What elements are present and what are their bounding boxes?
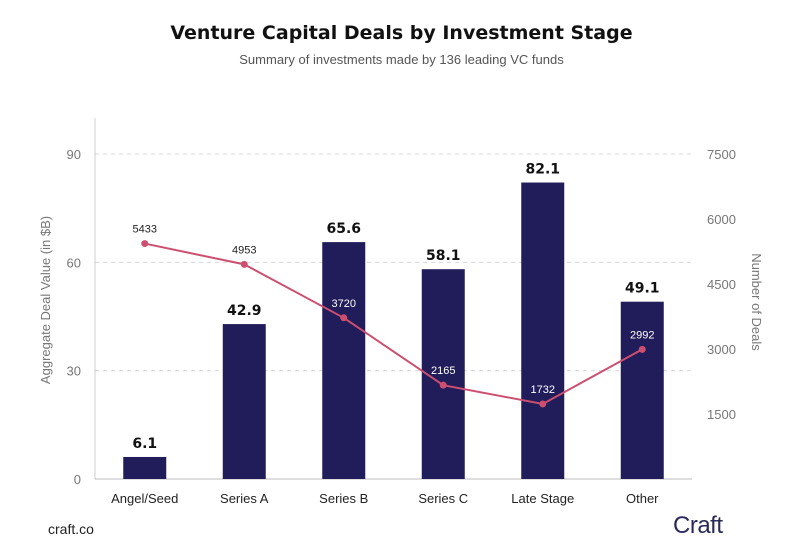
bar [620,301,664,479]
bar-value-label: 49.1 [625,281,660,297]
y2-axis-title: Number of Deals [749,253,764,351]
chart-title: Venture Capital Deals by Investment Stag… [170,22,633,44]
deals-point [539,400,547,408]
deals-value-label: 4953 [232,244,256,256]
bar [421,269,465,479]
deals-value-label: 2165 [431,365,455,377]
deals-value-label: 1732 [531,384,555,396]
y-axis-title: Aggregate Deal Value (in $B) [38,216,53,384]
deals-point [240,260,248,268]
bar-value-label: 82.1 [525,162,560,178]
bar [123,456,167,479]
bar-value-label: 6.1 [132,436,157,452]
deals-point [141,240,149,248]
x-tick-label: Late Stage [511,491,574,506]
deals-point [439,381,447,389]
y2-tick-label: 7500 [707,147,736,162]
source-label: craft.co [48,521,94,537]
bar [521,182,565,479]
y2-tick-label: 3000 [707,342,736,357]
y2-tick-label: 1500 [707,407,736,422]
deals-value-label: 2992 [630,329,654,341]
deals-value-label: 5433 [133,224,157,236]
deals-point [340,314,348,322]
deals-point [638,345,646,353]
x-tick-label: Series A [220,491,269,506]
bar-value-label: 42.9 [227,303,262,319]
craft-logo: Craft [673,512,723,539]
bar [222,324,266,479]
x-tick-label: Angel/Seed [111,491,178,506]
chart-subtitle: Summary of investments made by 136 leadi… [239,52,564,67]
deals-line [144,242,643,405]
y2-tick-label: 4500 [707,277,736,292]
bar-value-label: 58.1 [426,248,461,264]
x-tick-label: Other [626,491,659,506]
y-tick-label: 0 [74,472,81,487]
y-tick-label: 30 [67,364,81,379]
deals-value-label: 3720 [332,298,356,310]
y-tick-label: 90 [67,147,81,162]
y2-tick-label: 6000 [707,212,736,227]
x-tick-label: Series B [319,491,368,506]
bar-value-label: 65.6 [326,221,361,237]
bar [322,242,366,479]
y-tick-label: 60 [67,255,81,270]
x-tick-label: Series C [418,491,468,506]
